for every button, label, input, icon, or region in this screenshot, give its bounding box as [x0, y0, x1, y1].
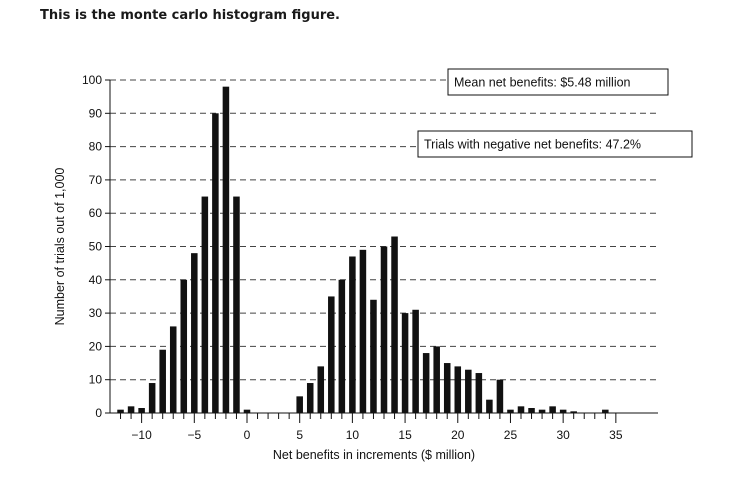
y-tick-label: 70	[89, 173, 103, 187]
bar-20	[454, 366, 462, 413]
bar--3	[212, 113, 219, 414]
y-tick-label: 20	[89, 339, 103, 353]
bar-15	[401, 313, 409, 413]
bar--8	[159, 349, 166, 413]
x-tick-label: 15	[398, 428, 412, 442]
bar--2	[222, 86, 230, 413]
annotation-negative-text: Trials with negative net benefits: 47.2%	[424, 138, 641, 152]
bar-17	[422, 353, 430, 413]
bar-12	[370, 299, 377, 413]
bar--1	[233, 196, 240, 413]
bar-11	[359, 249, 367, 413]
y-tick-label: 50	[89, 240, 103, 254]
bar-18	[433, 346, 440, 413]
y-tick-label: 30	[89, 306, 103, 320]
annotations: Mean net benefits: $5.48 million Trials w…	[417, 68, 693, 158]
bar-27	[528, 408, 535, 413]
bar-6	[306, 383, 314, 413]
bar-30	[559, 409, 567, 413]
bar--10	[138, 408, 145, 413]
x-tick-label: 30	[556, 428, 570, 442]
bar-29	[549, 406, 556, 413]
bar-23	[486, 399, 493, 413]
bar--11	[127, 406, 135, 413]
x-tick-label: 25	[504, 428, 518, 442]
y-tick-label: 10	[89, 373, 103, 387]
bar--7	[169, 326, 177, 413]
bar-28	[538, 409, 546, 413]
bar-19	[443, 363, 451, 413]
bar-22	[475, 373, 483, 413]
bar--12	[117, 409, 124, 413]
x-tick-label: 0	[244, 428, 251, 442]
x-tick-label: 10	[346, 428, 360, 442]
bar--9	[148, 383, 156, 413]
x-axis-title: Net benefits in increments ($ million)	[273, 448, 475, 462]
y-tick-label: 0	[95, 406, 102, 420]
y-tick-label: 90	[89, 106, 103, 120]
bar--5	[191, 253, 198, 413]
bar-31	[570, 411, 577, 413]
page-caption: This is the monte carlo histogram figure…	[40, 8, 340, 23]
bar-8	[328, 296, 335, 413]
bar-5	[296, 396, 303, 413]
y-tick-label: 80	[89, 140, 103, 154]
y-tick-label: 100	[82, 73, 102, 87]
bar--4	[201, 196, 209, 413]
x-tick-label: 20	[451, 428, 465, 442]
bar-9	[338, 279, 346, 413]
y-axis-title: Number of trials out of 1,000	[53, 168, 67, 326]
bar-21	[465, 369, 472, 413]
bar-0	[243, 409, 251, 413]
bar-14	[391, 236, 398, 413]
y-tick-label: 60	[89, 206, 103, 220]
annotation-negative-box	[417, 130, 693, 158]
bar-10	[349, 256, 356, 413]
x-tick-label: 35	[609, 428, 623, 442]
bar-7	[317, 366, 325, 413]
bar-16	[412, 309, 419, 413]
bar--6	[180, 279, 188, 413]
axes	[105, 79, 658, 423]
bar-24	[496, 379, 504, 413]
y-tick-label: 40	[89, 273, 103, 287]
annotation-mean-box	[447, 68, 669, 96]
annotation-mean-text: Mean net benefits: $5.48 million	[454, 76, 631, 90]
labels: 0 10 20 30 40 50 60 70 80 90 100 −10 −5 0 5 10 15 20 25 30 3…	[53, 73, 623, 462]
bar-34	[602, 409, 609, 413]
bar-25	[507, 409, 514, 413]
bar-26	[517, 406, 525, 413]
x-tick-label: −5	[187, 428, 201, 442]
x-tick-label: −10	[131, 428, 152, 442]
bar-13	[380, 246, 388, 413]
x-tick-label: 5	[296, 428, 303, 442]
bars	[117, 86, 609, 414]
